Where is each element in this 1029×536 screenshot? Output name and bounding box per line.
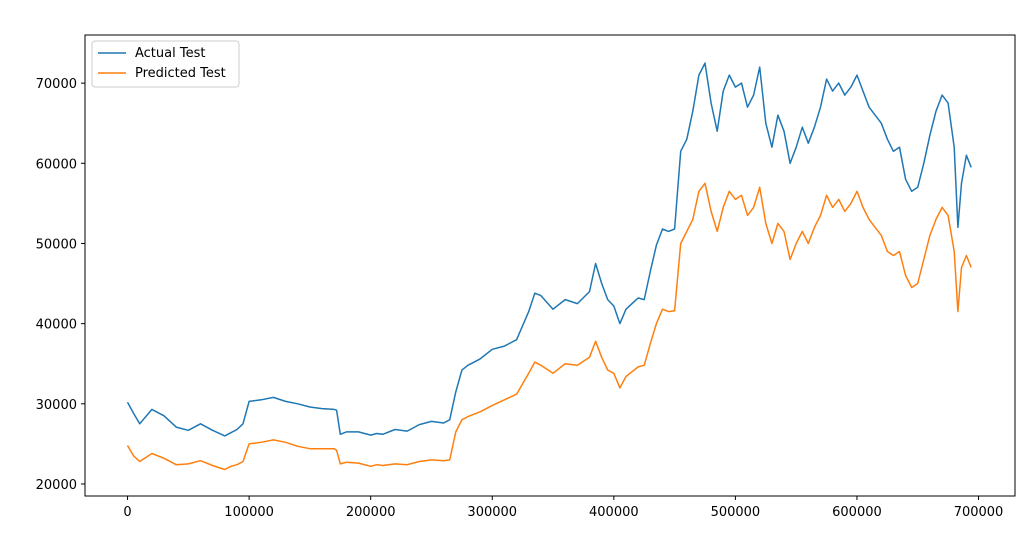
series-line-predicted bbox=[126, 182, 972, 471]
x-tick-label: 700000 bbox=[954, 505, 1004, 520]
x-axis: 0 100000 200000 300000 400000 500000 600000 700… bbox=[123, 496, 1003, 520]
x-tick-label: 400000 bbox=[589, 505, 639, 520]
series-layer bbox=[126, 62, 972, 471]
y-tick-label: 30000 bbox=[36, 398, 77, 413]
series-line-actual bbox=[126, 62, 972, 437]
x-tick-label: 200000 bbox=[346, 505, 396, 520]
x-tick-label: 600000 bbox=[832, 505, 882, 520]
legend-label-predicted: Predicted Test bbox=[135, 66, 226, 81]
y-axis: 20000 30000 40000 50000 60000 70000 bbox=[36, 77, 85, 493]
legend: Actual Test Predicted Test bbox=[91, 40, 240, 88]
y-tick-label: 60000 bbox=[36, 157, 77, 172]
x-tick-label: 500000 bbox=[711, 505, 761, 520]
y-tick-label: 20000 bbox=[36, 478, 77, 493]
x-tick-label: 100000 bbox=[224, 505, 274, 520]
legend-label-actual: Actual Test bbox=[135, 46, 205, 61]
legend-box bbox=[91, 40, 240, 88]
y-tick-label: 50000 bbox=[36, 237, 77, 252]
plot-frame bbox=[84, 34, 1016, 497]
plot-area bbox=[85, 35, 1015, 496]
y-tick-label: 70000 bbox=[36, 77, 77, 92]
x-tick-label: 0 bbox=[123, 505, 131, 520]
x-tick-label: 300000 bbox=[467, 505, 517, 520]
y-tick-label: 40000 bbox=[36, 318, 77, 333]
